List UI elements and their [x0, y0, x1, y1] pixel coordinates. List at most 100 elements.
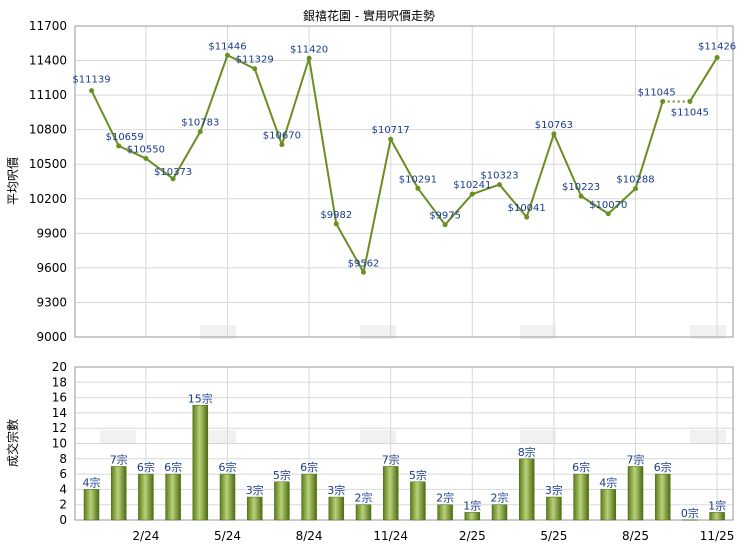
price-point	[306, 55, 312, 61]
x-tick-label: 5/25	[540, 529, 567, 543]
volume-y-tick-label: 14	[52, 406, 67, 420]
price-point	[660, 98, 666, 104]
price-line-segment	[227, 54, 256, 70]
volume-bar-label: 6宗	[137, 460, 155, 474]
volume-bar-label: 3宗	[246, 483, 264, 497]
price-y-tick-label: 10200	[29, 192, 67, 206]
price-y-tick-label: 11100	[29, 88, 67, 102]
price-line-segment	[689, 57, 718, 102]
price-y-tick-label: 11700	[29, 19, 67, 33]
volume-bar-label: 2宗	[491, 491, 509, 505]
price-line-segment	[280, 57, 311, 145]
volume-bar	[301, 473, 317, 521]
volume-bar-label: 6宗	[164, 460, 182, 474]
price-y-tick-label: 10500	[29, 157, 67, 171]
volume-y-tick-label: 2	[59, 498, 67, 512]
price-point	[333, 221, 339, 227]
price-point	[197, 129, 203, 135]
volume-bar-label: 2宗	[355, 491, 373, 505]
price-point	[279, 142, 285, 148]
volume-bar	[138, 473, 154, 521]
price-line-segment	[172, 131, 202, 180]
volume-y-tick-label: 10	[52, 437, 67, 451]
price-point	[578, 193, 584, 199]
price-y-tick-label: 9600	[36, 261, 67, 275]
price-point	[442, 222, 448, 228]
price-point-label: $11426	[698, 42, 736, 53]
volume-bar-label: 6宗	[300, 460, 318, 474]
volume-bar-label: 3宗	[327, 483, 345, 497]
price-line-segment	[634, 101, 664, 189]
price-line-segment	[498, 183, 528, 218]
price-y-tick-label: 9300	[36, 295, 67, 309]
price-point	[388, 136, 394, 142]
price-y-tick-label: 11400	[29, 54, 67, 68]
x-tick-label: 8/25	[622, 529, 649, 543]
volume-bar	[410, 481, 426, 521]
volume-bar-label: 15宗	[188, 391, 213, 405]
volume-bar	[654, 473, 671, 521]
volume-bar	[382, 466, 399, 521]
price-point-label: $10670	[263, 131, 301, 142]
watermark-mark	[520, 430, 556, 444]
price-point-label: $10659	[106, 132, 144, 143]
x-tick-label: 11/24	[373, 529, 408, 543]
price-point	[605, 211, 611, 217]
price-point-label: $9982	[320, 210, 352, 221]
volume-bar	[491, 504, 508, 521]
x-tick-label: 2/24	[132, 529, 159, 543]
price-point-label: $10041	[508, 203, 546, 214]
price-point-label: $9975	[429, 211, 461, 222]
volume-bar	[219, 473, 236, 521]
volume-bar	[546, 496, 562, 521]
volume-bar	[464, 512, 481, 521]
volume-bar	[437, 504, 453, 521]
volume-bar	[83, 489, 100, 521]
volume-y-tick-label: 0	[59, 513, 67, 527]
price-point-label: $10241	[453, 180, 491, 191]
volume-bar-label: 3宗	[545, 483, 563, 497]
price-line-segment	[607, 187, 637, 215]
volume-bar	[573, 473, 589, 521]
volume-bar-label: 5宗	[273, 468, 291, 482]
price-point-label: $10550	[127, 144, 165, 155]
price-point	[89, 88, 94, 94]
volume-y-tick-label: 16	[52, 391, 67, 405]
price-point-label: $11045	[638, 87, 676, 98]
price-line-segment	[525, 133, 555, 218]
price-point	[252, 66, 258, 72]
price-point-label: $10223	[562, 182, 600, 193]
volume-bar-label: 7宗	[627, 452, 645, 466]
volume-y-tick-label: 6	[59, 467, 67, 481]
price-point-label: $11446	[208, 41, 246, 52]
volume-bar	[274, 481, 290, 521]
price-point-label: $11139	[72, 75, 110, 86]
price-point-label: $10288	[616, 175, 654, 186]
watermark-mark	[360, 325, 396, 339]
price-point-label: $10323	[480, 171, 518, 182]
volume-plot-frame	[74, 366, 734, 521]
price-y-tick-label: 10800	[29, 123, 67, 137]
watermark-mark	[360, 430, 396, 444]
volume-bar-label: 6宗	[219, 460, 237, 474]
price-line-segment	[308, 58, 338, 225]
price-point-label: $10070	[589, 200, 627, 211]
price-line-segment	[199, 54, 229, 132]
price-line: $11139 $10659$10550 $10373 $10783 $11446 $113…	[72, 41, 736, 275]
volume-bar-label: 7宗	[382, 452, 400, 466]
price-point	[687, 98, 693, 104]
volume-y-tick-label: 8	[59, 452, 67, 466]
volume-y-axis-label: 成交宗數	[5, 419, 20, 467]
volume-bar-label: 4宗	[83, 475, 101, 489]
price-line-segment	[580, 195, 609, 215]
price-y-tick-label: 9000	[36, 330, 67, 344]
volume-bar	[355, 504, 372, 521]
price-point	[714, 55, 720, 61]
price-point	[633, 186, 638, 192]
volume-bar-label: 1宗	[708, 498, 726, 512]
x-tick-label: 5/24	[214, 529, 241, 543]
volume-bar	[709, 512, 725, 521]
volume-bar	[328, 496, 345, 521]
